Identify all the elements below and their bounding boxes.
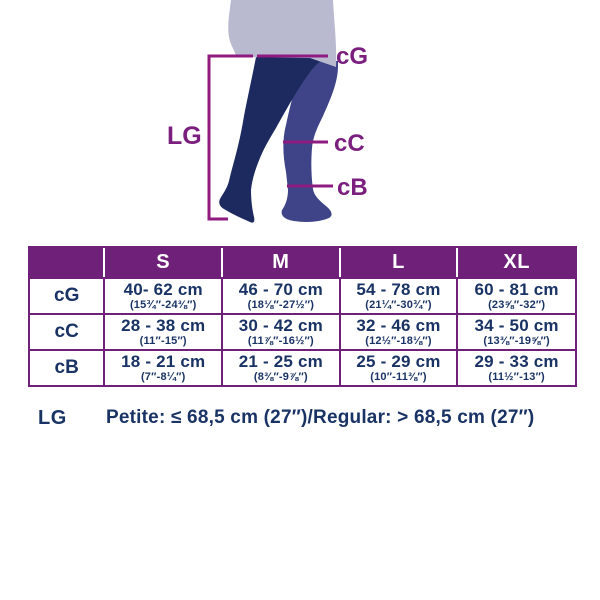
- cell-cc-m: 30 - 42 cm (11⅞″-16½″): [221, 313, 339, 349]
- cell-cb-xl: 29 - 33 cm (11½″-13″): [456, 349, 575, 385]
- table-row-cg: cG 40- 62 cm (15¾″-24⅜″) 46 - 70 cm (18⅛…: [30, 277, 575, 313]
- range-inches: (11½″-13″): [488, 371, 545, 383]
- cell-cc-xl: 34 - 50 cm (13⅜″-19⅝″): [456, 313, 575, 349]
- cb-label: cB: [337, 174, 368, 201]
- range-cm: 32 - 46 cm: [356, 316, 441, 335]
- header-row: S M L XL: [30, 248, 575, 277]
- leg-measurement-diagram: LG cG cC cB: [167, 0, 368, 223]
- range-cm: 34 - 50 cm: [474, 316, 559, 335]
- range-inches: (23⅝″-32″): [488, 299, 546, 311]
- cell-cg-xl: 60 - 81 cm (23⅝″-32″): [456, 277, 575, 313]
- cell-cb-m: 21 - 25 cm (8⅜″-9⅞″): [221, 349, 339, 385]
- corner-cell: [30, 248, 104, 277]
- range-cm: 60 - 81 cm: [474, 280, 559, 299]
- front-leg-shape: [219, 57, 328, 223]
- footnote-lg-label: LG: [38, 407, 67, 429]
- range-cm: 29 - 33 cm: [474, 352, 559, 371]
- range-cm: 18 - 21 cm: [121, 352, 206, 371]
- lg-label: LG: [167, 122, 202, 150]
- size-col-header-l: L: [338, 248, 457, 277]
- cell-cg-l: 54 - 78 cm (21¼″-30¾″): [338, 277, 457, 313]
- lg-bracket: [207, 54, 253, 221]
- range-inches: (18⅛″-27½″): [247, 299, 315, 311]
- size-col-header-s: S: [103, 248, 222, 277]
- range-cm: 40- 62 cm: [123, 280, 203, 299]
- range-inches: (12½″-18⅛″): [365, 335, 432, 347]
- cell-cc-s: 28 - 38 cm (11″-15″): [103, 313, 222, 349]
- range-inches: (8⅜″-9⅞″): [253, 371, 308, 383]
- cell-cc-l: 32 - 46 cm (12½″-18⅛″): [338, 313, 457, 349]
- row-label-cc: cC: [30, 313, 104, 349]
- range-inches: (10″-11⅜″): [370, 371, 427, 383]
- size-col-header-m: M: [221, 248, 339, 277]
- size-chart-table: S M L XL cG 40- 62 cm (15¾″-24⅜″) 46 - 7…: [28, 246, 577, 387]
- range-inches: (13⅜″-19⅝″): [483, 335, 550, 347]
- cell-cb-l: 25 - 29 cm (10″-11⅜″): [338, 349, 457, 385]
- cell-cg-m: 46 - 70 cm (18⅛″-27½″): [221, 277, 339, 313]
- range-inches: (11⅞″-16½″): [247, 335, 314, 347]
- table-row-cc: cC 28 - 38 cm (11″-15″) 30 - 42 cm (11⅞″…: [30, 313, 575, 349]
- cg-label: cG: [336, 43, 368, 70]
- range-cm: 25 - 29 cm: [356, 352, 441, 371]
- row-label-cb: cB: [30, 349, 104, 385]
- torso-shape: [228, 0, 337, 67]
- range-inches: (21¼″-30¾″): [365, 299, 432, 311]
- range-inches: (15¾″-24⅜″): [129, 299, 197, 311]
- footnote-text: Petite: ≤ 68,5 cm (27″)/Regular: > 68,5 …: [106, 407, 535, 428]
- size-col-header-xl: XL: [456, 248, 575, 277]
- cell-cg-s: 40- 62 cm (15¾″-24⅜″): [103, 277, 222, 313]
- row-label-cg: cG: [30, 277, 104, 313]
- table-row-cb: cB 18 - 21 cm (7″-8¼″) 21 - 25 cm (8⅜″-9…: [30, 349, 575, 385]
- cc-label: cC: [334, 130, 365, 157]
- range-cm: 30 - 42 cm: [238, 316, 323, 335]
- range-inches: (11″-15″): [139, 335, 187, 347]
- cell-cb-s: 18 - 21 cm (7″-8¼″): [103, 349, 222, 385]
- range-cm: 28 - 38 cm: [121, 316, 206, 335]
- range-cm: 54 - 78 cm: [356, 280, 441, 299]
- range-cm: 46 - 70 cm: [238, 280, 323, 299]
- range-cm: 21 - 25 cm: [238, 352, 323, 371]
- range-inches: (7″-8¼″): [140, 371, 186, 383]
